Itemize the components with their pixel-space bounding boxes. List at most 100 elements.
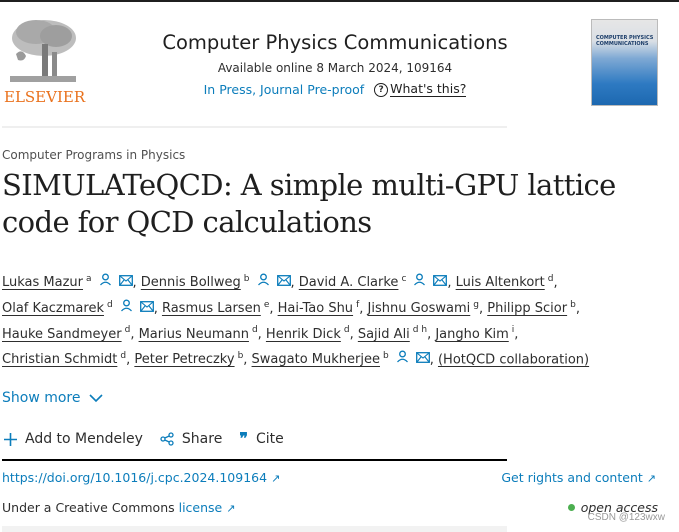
mendeley-label: Add to Mendeley — [25, 431, 143, 447]
affiliation-marker[interactable]: d — [120, 350, 127, 361]
show-more-button[interactable]: Show more — [2, 390, 103, 406]
open-access-badge: open access — [567, 500, 658, 515]
chevron-down-icon — [88, 393, 103, 402]
person-icon[interactable] — [257, 270, 270, 296]
elsevier-logo[interactable]: ELSEVIER — [2, 16, 86, 108]
affiliation-marker[interactable]: c — [401, 273, 407, 284]
person-icon[interactable] — [120, 296, 133, 322]
author-separator: , — [429, 352, 438, 368]
author-separator: , — [514, 326, 519, 342]
journal-title[interactable]: Computer Physics Communications — [162, 31, 508, 54]
author-name-link[interactable]: Dennis Bollweg — [140, 275, 241, 291]
top-border — [0, 0, 679, 2]
author-name-link[interactable]: Lukas Mazur — [2, 275, 84, 291]
affiliation-marker[interactable]: b — [243, 273, 250, 284]
author-separator: , — [427, 326, 436, 342]
cite-label: Cite — [255, 431, 284, 447]
author-name-link[interactable]: Jangho Kim — [435, 326, 509, 342]
author-separator: , — [130, 326, 139, 342]
cover-title: COMPUTER PHYSICS COMMUNICATIONS — [596, 35, 654, 47]
person-icon[interactable] — [396, 347, 409, 373]
publisher-name: ELSEVIER — [4, 88, 86, 106]
license-link[interactable]: license ↗ — [178, 500, 236, 515]
affiliation-marker[interactable]: b — [237, 350, 244, 361]
author-item: Henrik Dick d — [265, 325, 350, 342]
add-to-mendeley-button[interactable]: Add to Mendeley — [4, 431, 143, 447]
author-separator: , — [269, 301, 278, 316]
author-separator: , — [257, 326, 266, 342]
affiliation-marker[interactable]: g — [473, 299, 479, 310]
share-button[interactable]: Share — [160, 431, 222, 447]
author-separator: , — [575, 301, 580, 316]
author-name-link[interactable]: (HotQCD collaboration) — [437, 352, 590, 368]
quote-icon: ❞ — [239, 429, 248, 448]
author-item: Rasmus Larsen e — [161, 299, 270, 316]
author-name-link[interactable]: Philipp Scior — [487, 301, 568, 316]
author-item: Jishnu Goswami g — [367, 299, 479, 316]
author-item: Sajid Ali d h — [357, 325, 428, 342]
person-icon[interactable] — [99, 270, 112, 296]
external-link-icon: ↗ — [271, 472, 281, 485]
author-separator: , — [478, 301, 488, 316]
email-icon[interactable] — [433, 270, 448, 296]
author-name-link[interactable]: Luis Altenkort — [455, 275, 545, 291]
affiliation-marker[interactable]: d — [106, 299, 113, 310]
author-name-link[interactable]: Hauke Sandmeyer — [2, 326, 122, 342]
affiliation-marker[interactable]: d — [547, 273, 554, 284]
author-name-link[interactable]: David A. Clarke — [298, 275, 399, 291]
header-divider — [2, 126, 507, 128]
affiliation-marker[interactable]: f — [356, 299, 360, 310]
author-separator: , — [290, 275, 299, 291]
author-item: Philipp Scior b — [487, 299, 576, 316]
affiliation-marker[interactable]: a — [86, 273, 92, 284]
author-name-link[interactable]: Olaf Kaczmarek — [2, 301, 104, 316]
whats-this-link[interactable]: ? What's this? — [374, 81, 467, 97]
author-separator: , — [153, 301, 162, 316]
author-item: David A. Clarke c — [298, 273, 448, 291]
actions-divider — [2, 459, 507, 461]
affiliation-marker[interactable]: d — [343, 325, 350, 336]
author-name-link[interactable]: Sajid Ali — [357, 326, 410, 342]
author-separator: , — [359, 301, 368, 316]
author-name-link[interactable]: Peter Petreczky — [134, 352, 235, 368]
bottom-divider — [2, 526, 507, 532]
email-icon[interactable] — [118, 270, 133, 296]
affiliation-marker[interactable]: b — [382, 350, 389, 361]
cite-button[interactable]: ❞ Cite — [239, 429, 284, 448]
author-name-link[interactable]: Hai-Tao Shu — [277, 301, 354, 316]
get-rights-link[interactable]: Get rights and content ↗ — [501, 470, 656, 485]
affiliation-marker[interactable]: e — [263, 299, 270, 310]
author-item: Olaf Kaczmarek d — [2, 299, 154, 316]
article-section: Computer Programs in Physics — [2, 148, 186, 162]
email-icon[interactable] — [415, 347, 430, 373]
whats-this-label[interactable]: What's this? — [390, 81, 467, 97]
author-item: (HotQCD collaboration) — [438, 352, 589, 367]
journal-cover-image[interactable]: COMPUTER PHYSICS COMMUNICATIONS — [591, 19, 658, 106]
affiliation-marker[interactable]: d — [251, 325, 258, 336]
affiliation-marker[interactable]: b — [570, 299, 576, 310]
affiliation-marker[interactable]: i — [511, 325, 515, 336]
external-link-icon: ↗ — [646, 472, 656, 485]
person-icon[interactable] — [413, 270, 426, 296]
affiliation-marker[interactable]: d h — [412, 325, 428, 336]
author-separator: , — [553, 275, 558, 291]
article-actions: Add to Mendeley Share ❞ Cite — [4, 431, 301, 447]
plus-icon — [4, 432, 17, 446]
author-name-link[interactable]: Christian Schmidt — [2, 352, 118, 368]
affiliation-marker[interactable]: d — [124, 325, 131, 336]
author-separator: , — [132, 275, 141, 291]
author-name-link[interactable]: Rasmus Larsen — [161, 301, 261, 316]
author-name-link[interactable]: Jishnu Goswami — [367, 301, 471, 316]
email-icon[interactable] — [139, 296, 154, 322]
author-item: Christian Schmidt d — [2, 350, 127, 368]
author-separator: , — [243, 352, 252, 368]
author-item: Dennis Bollweg b — [140, 273, 291, 291]
author-item: Marius Neumann d — [138, 325, 258, 342]
author-name-link[interactable]: Marius Neumann — [138, 326, 249, 342]
author-name-link[interactable]: Swagato Mukherjee — [251, 352, 380, 368]
doi-link[interactable]: https://doi.org/10.1016/j.cpc.2024.10916… — [2, 470, 281, 485]
author-name-link[interactable]: Henrik Dick — [265, 326, 341, 342]
author-item: Lukas Mazur a — [2, 273, 133, 291]
license-statement: Under a Creative Commons license ↗ — [2, 500, 236, 515]
email-icon[interactable] — [276, 270, 291, 296]
